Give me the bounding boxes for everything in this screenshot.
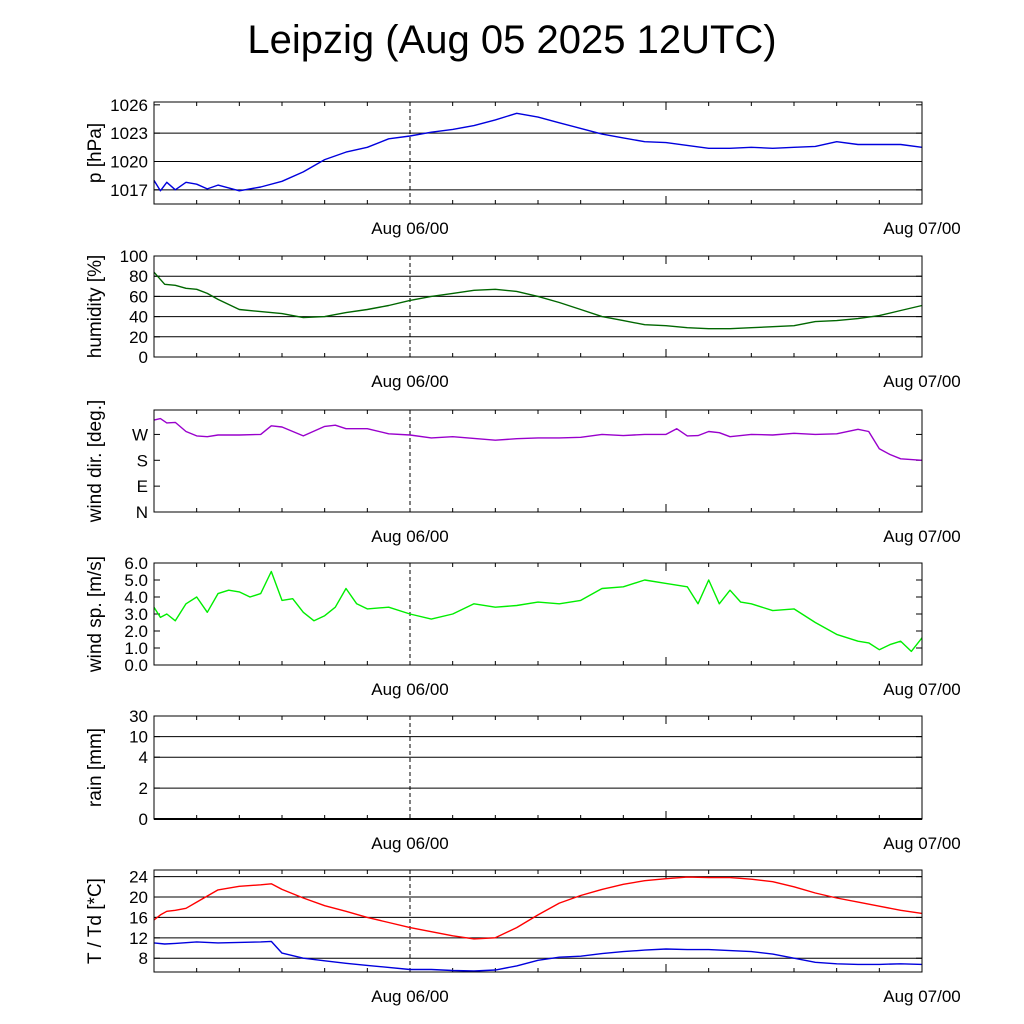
plot-frame — [153, 255, 923, 358]
y-tick-label: 100 — [120, 247, 148, 266]
y-tick-label: 80 — [129, 267, 148, 286]
y-tick-label: 5.0 — [124, 571, 148, 590]
y-tick-label: S — [137, 451, 148, 470]
y-tick-label: 1023 — [110, 124, 148, 143]
y-tick-label: 2.0 — [124, 622, 148, 641]
series-wind_speed-line — [153, 570, 923, 653]
series-pressure-line — [153, 112, 923, 192]
x-tick-label: Aug 06/00 — [371, 527, 449, 546]
y-tick-label: 2 — [139, 779, 148, 798]
x-tick-label: Aug 06/00 — [371, 987, 449, 1006]
y-axis-label: p [hPa] — [85, 123, 106, 183]
y-tick-label: 0 — [139, 810, 148, 829]
x-tick-label: Aug 07/00 — [883, 219, 961, 238]
y-axis-label: T / Td [*C] — [85, 878, 106, 964]
plot-frame — [153, 869, 923, 973]
y-axis-label: humidity [%] — [85, 255, 106, 358]
series-wind_dir-line — [153, 417, 923, 461]
x-tick-label: Aug 07/00 — [883, 527, 961, 546]
y-tick-label: 12 — [129, 929, 148, 948]
chart-title: Leipzig (Aug 05 2025 12UTC) — [247, 18, 777, 62]
plot-frame — [153, 562, 923, 666]
y-axis-label: wind dir. [deg.] — [85, 400, 106, 524]
y-axis-label: rain [mm] — [85, 728, 106, 807]
y-tick-label: 20 — [129, 888, 148, 907]
y-tick-label: 10 — [129, 728, 148, 747]
series-temperature-line — [153, 876, 923, 940]
x-tick-label: Aug 06/00 — [371, 680, 449, 699]
y-tick-label: 0 — [139, 348, 148, 367]
plot-frame — [153, 409, 923, 513]
panel-rain: 30 104 2 0 rain [mm] Aug 06/00 Aug 07/00 — [85, 707, 961, 853]
y-tick-label: 16 — [129, 908, 148, 927]
y-tick-label: 1026 — [110, 96, 148, 115]
plot-frame — [153, 101, 923, 205]
x-tick-label: Aug 06/00 — [371, 372, 449, 391]
y-tick-label: 24 — [129, 868, 148, 887]
x-tick-label: Aug 07/00 — [883, 987, 961, 1006]
y-tick-label: 1020 — [110, 153, 148, 172]
y-tick-label: 40 — [129, 308, 148, 327]
x-tick-label: Aug 06/00 — [371, 834, 449, 853]
x-tick-label: Aug 07/00 — [883, 680, 961, 699]
y-tick-label: 4 — [139, 748, 148, 767]
x-tick-label: Aug 07/00 — [883, 834, 961, 853]
panel-wind-speed: 6.05.04.03.02.01.00.0 wind sp. [m/s] Aug 0… — [85, 554, 961, 699]
x-tick-label: Aug 07/00 — [883, 372, 961, 391]
y-axis-label: wind sp. [m/s] — [85, 556, 106, 673]
y-tick-label: 20 — [129, 328, 148, 347]
y-tick-label: E — [137, 477, 148, 496]
y-tick-label: 4.0 — [124, 588, 148, 607]
plot-frame — [153, 715, 923, 820]
y-tick-label: 8 — [139, 949, 148, 968]
y-tick-label: 6.0 — [124, 554, 148, 573]
series-dewpoint-line — [153, 940, 923, 972]
y-tick-label: 30 — [129, 707, 148, 726]
y-tick-label: 1017 — [110, 181, 148, 200]
y-tick-label: W — [132, 425, 148, 444]
y-tick-label: 60 — [129, 287, 148, 306]
y-tick-label: 0.0 — [124, 656, 148, 675]
y-tick-label: 1.0 — [124, 639, 148, 658]
y-tick-label: N — [136, 503, 148, 522]
y-tick-label: 3.0 — [124, 605, 148, 624]
x-tick-label: Aug 06/00 — [371, 219, 449, 238]
series-humidity-line — [153, 271, 923, 330]
